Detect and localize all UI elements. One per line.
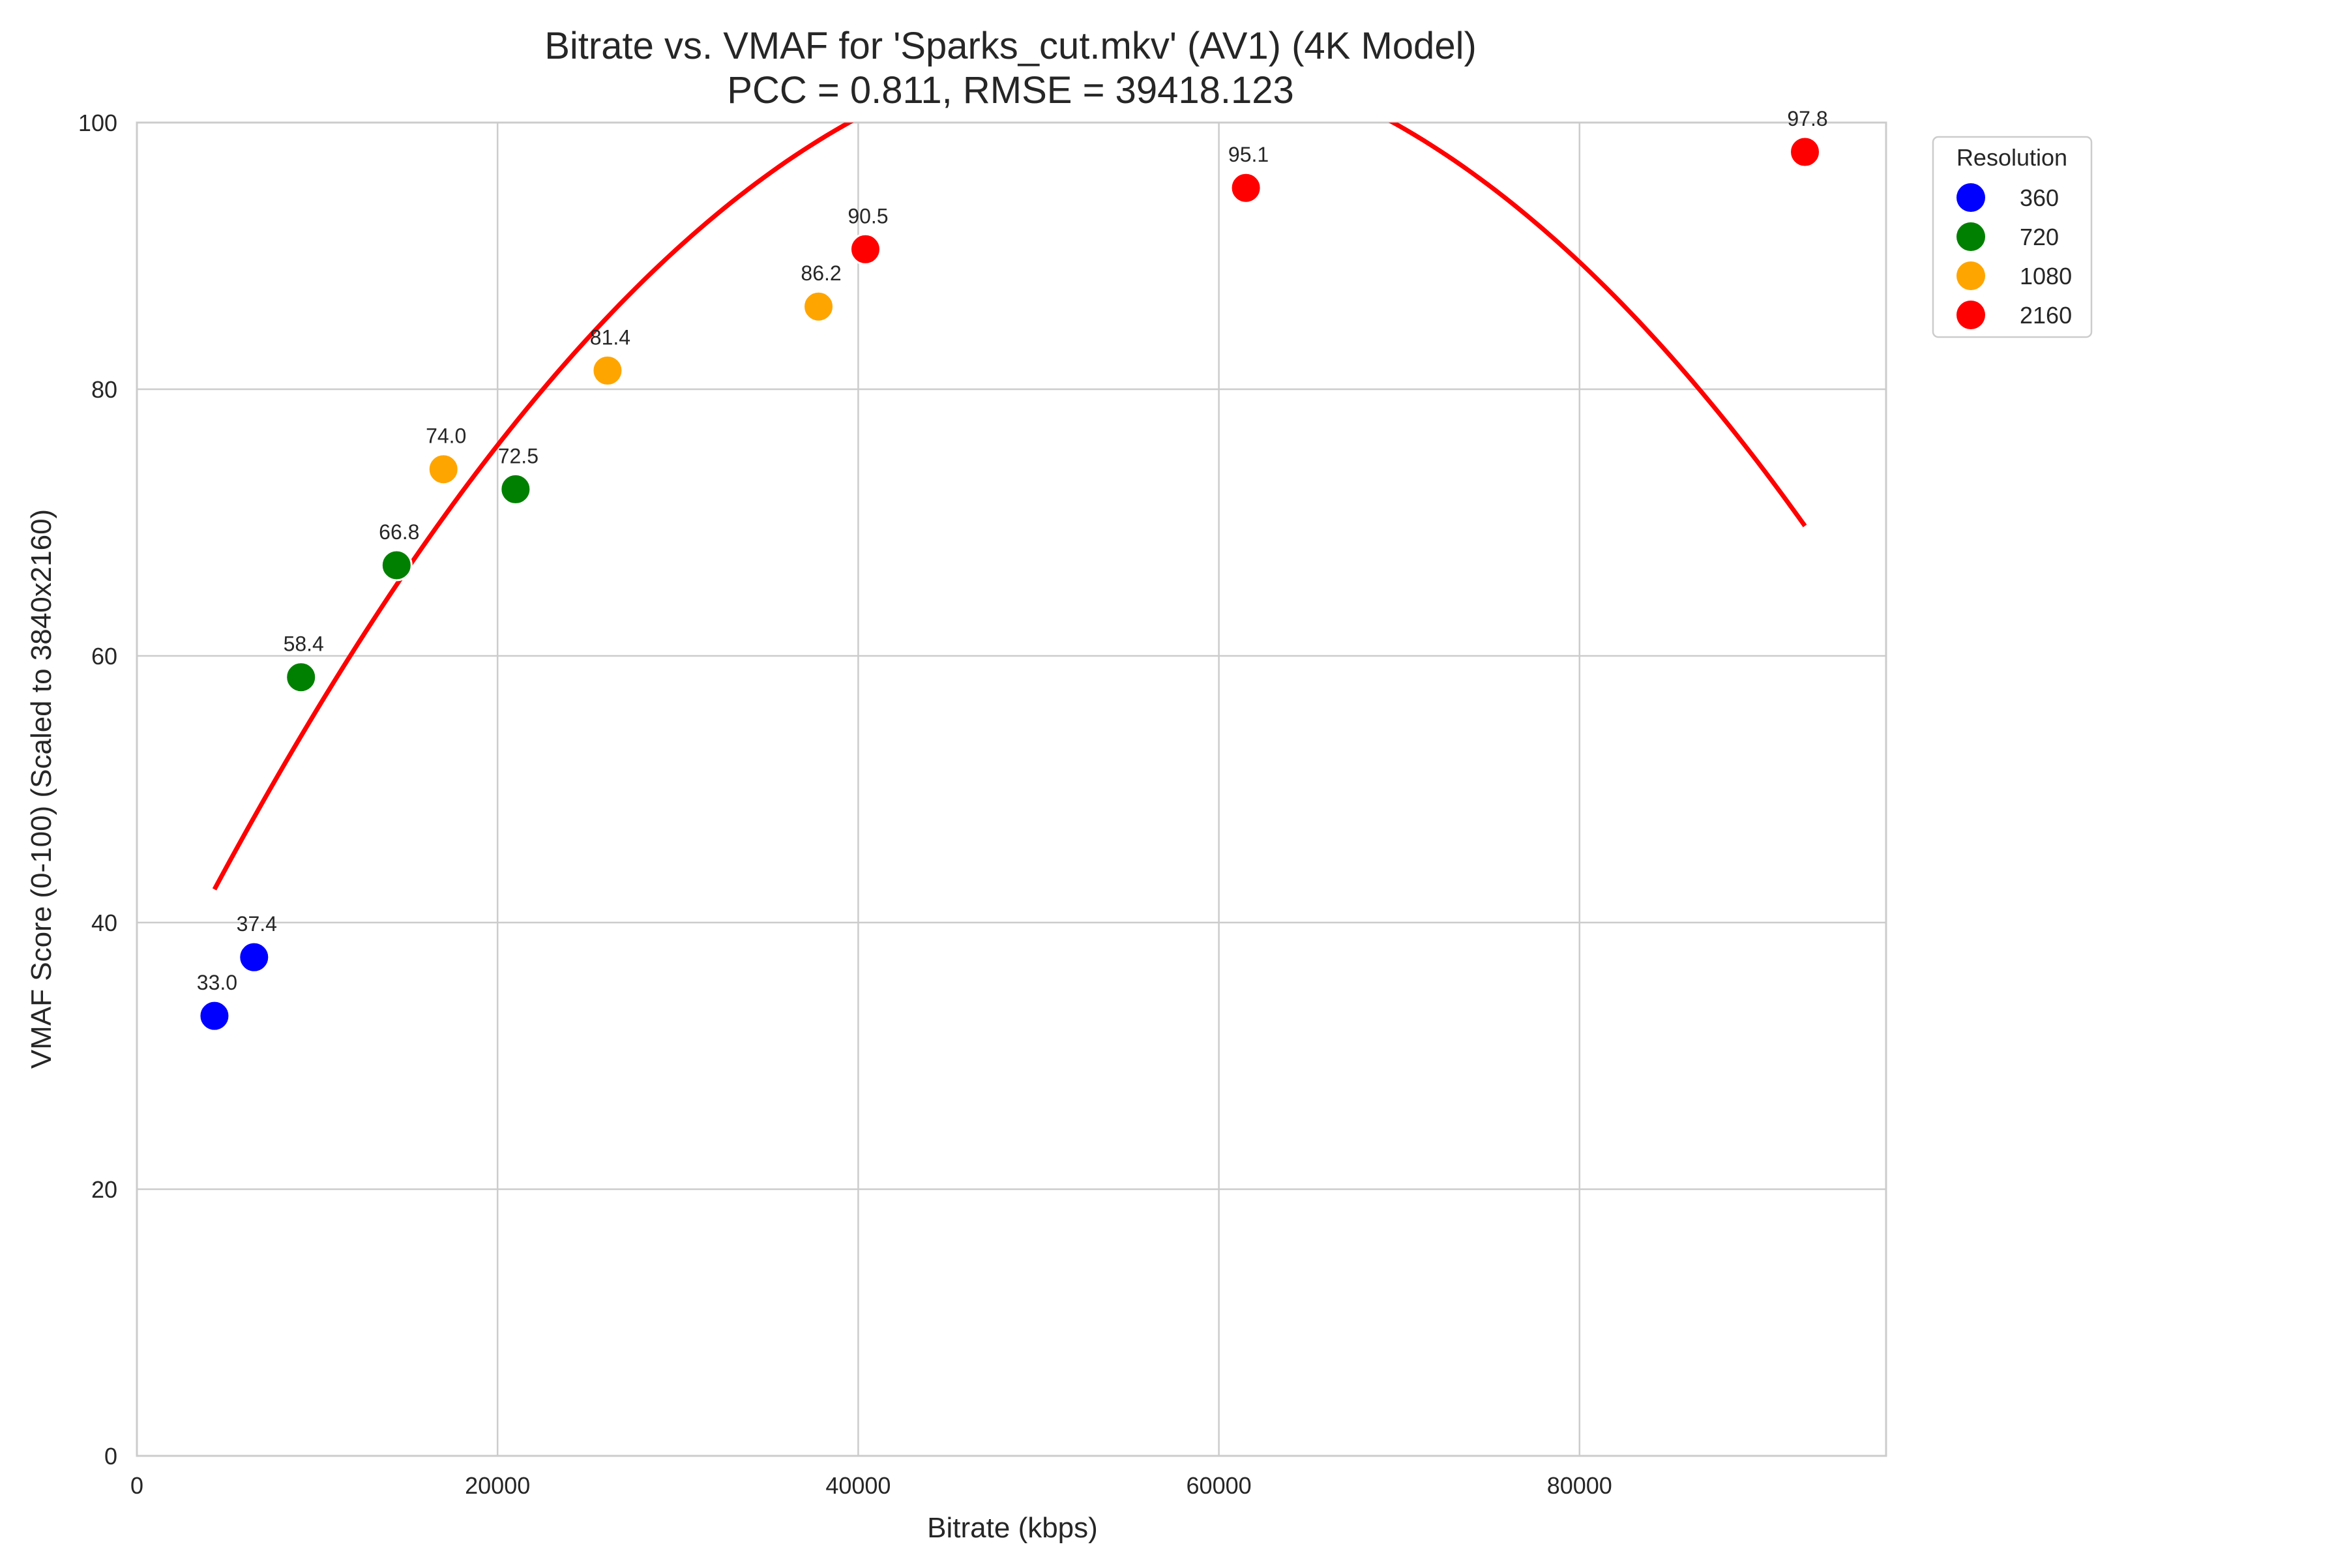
data-label: 95.1 (1228, 143, 1269, 166)
data-point-720 (285, 661, 317, 694)
chart-title-line1: Bitrate vs. VMAF for 'Sparks_cut.mkv' (A… (544, 25, 1477, 67)
data-label: 37.4 (237, 912, 277, 936)
legend-entries: 360 720 1080 2160 (1956, 183, 2072, 329)
tick-labels: 0 20000 40000 60000 80000 0 20 40 60 80 100 (78, 110, 1612, 1499)
data-point-720 (380, 549, 413, 582)
y-tick-label: 100 (78, 110, 117, 136)
data-point-1080 (427, 453, 460, 486)
chart-title-line2: PCC = 0.811, RMSE = 39418.123 (727, 69, 1293, 111)
y-tick-label: 60 (91, 643, 117, 670)
data-label: 86.2 (801, 261, 841, 285)
data-labels: 33.0 37.4 58.4 66.8 72.5 74.0 81.4 86.2 90.5 95.1… (197, 107, 1828, 994)
data-point-360 (198, 999, 231, 1032)
data-point-1080 (591, 354, 624, 387)
legend-label: 1080 (2020, 263, 2072, 289)
data-label: 90.5 (848, 204, 888, 228)
data-label: 97.8 (1787, 107, 1827, 130)
legend-marker (1956, 301, 1985, 329)
x-tick-label: 60000 (1187, 1472, 1252, 1499)
legend-label: 2160 (2020, 302, 2072, 329)
data-point-360 (238, 941, 271, 973)
fit-curve-group (212, 123, 1807, 891)
legend-title: Resolution (1956, 144, 2067, 171)
plot-frame (136, 121, 1887, 1457)
y-axis-label: VMAF Score (0-100) (Scaled to 3840x2160) (25, 509, 57, 1069)
legend-label: 720 (2020, 224, 2059, 250)
legend-marker (1956, 183, 1985, 212)
data-label: 58.4 (284, 632, 324, 656)
data-point-2160 (1789, 136, 1822, 168)
y-tick-label: 0 (104, 1443, 117, 1470)
x-tick-label: 40000 (825, 1472, 891, 1499)
data-label: 81.4 (590, 325, 630, 349)
legend-marker (1956, 261, 1985, 290)
legend-marker (1956, 222, 1985, 251)
x-axis-label: Bitrate (kbps) (927, 1512, 1098, 1544)
data-label: 74.0 (426, 424, 466, 448)
data-point-2160 (849, 233, 881, 265)
data-points (198, 136, 1822, 1032)
data-point-2160 (1230, 171, 1262, 204)
y-tick-label: 20 (91, 1176, 117, 1203)
legend: Resolution 360 720 1080 2160 (1932, 136, 2093, 338)
data-point-1080 (803, 290, 835, 323)
axes-frame (136, 121, 1887, 1457)
y-tick-label: 80 (91, 376, 117, 403)
data-label: 33.0 (197, 971, 237, 994)
x-tick-label: 0 (130, 1472, 143, 1499)
x-tick-label: 20000 (465, 1472, 530, 1499)
data-label: 72.5 (498, 444, 539, 467)
legend-label: 360 (2020, 185, 2059, 211)
data-label: 66.8 (379, 520, 419, 544)
y-tick-label: 40 (91, 910, 117, 936)
data-point-720 (499, 473, 532, 505)
fit-curve (212, 123, 1807, 891)
x-tick-label: 80000 (1547, 1472, 1612, 1499)
